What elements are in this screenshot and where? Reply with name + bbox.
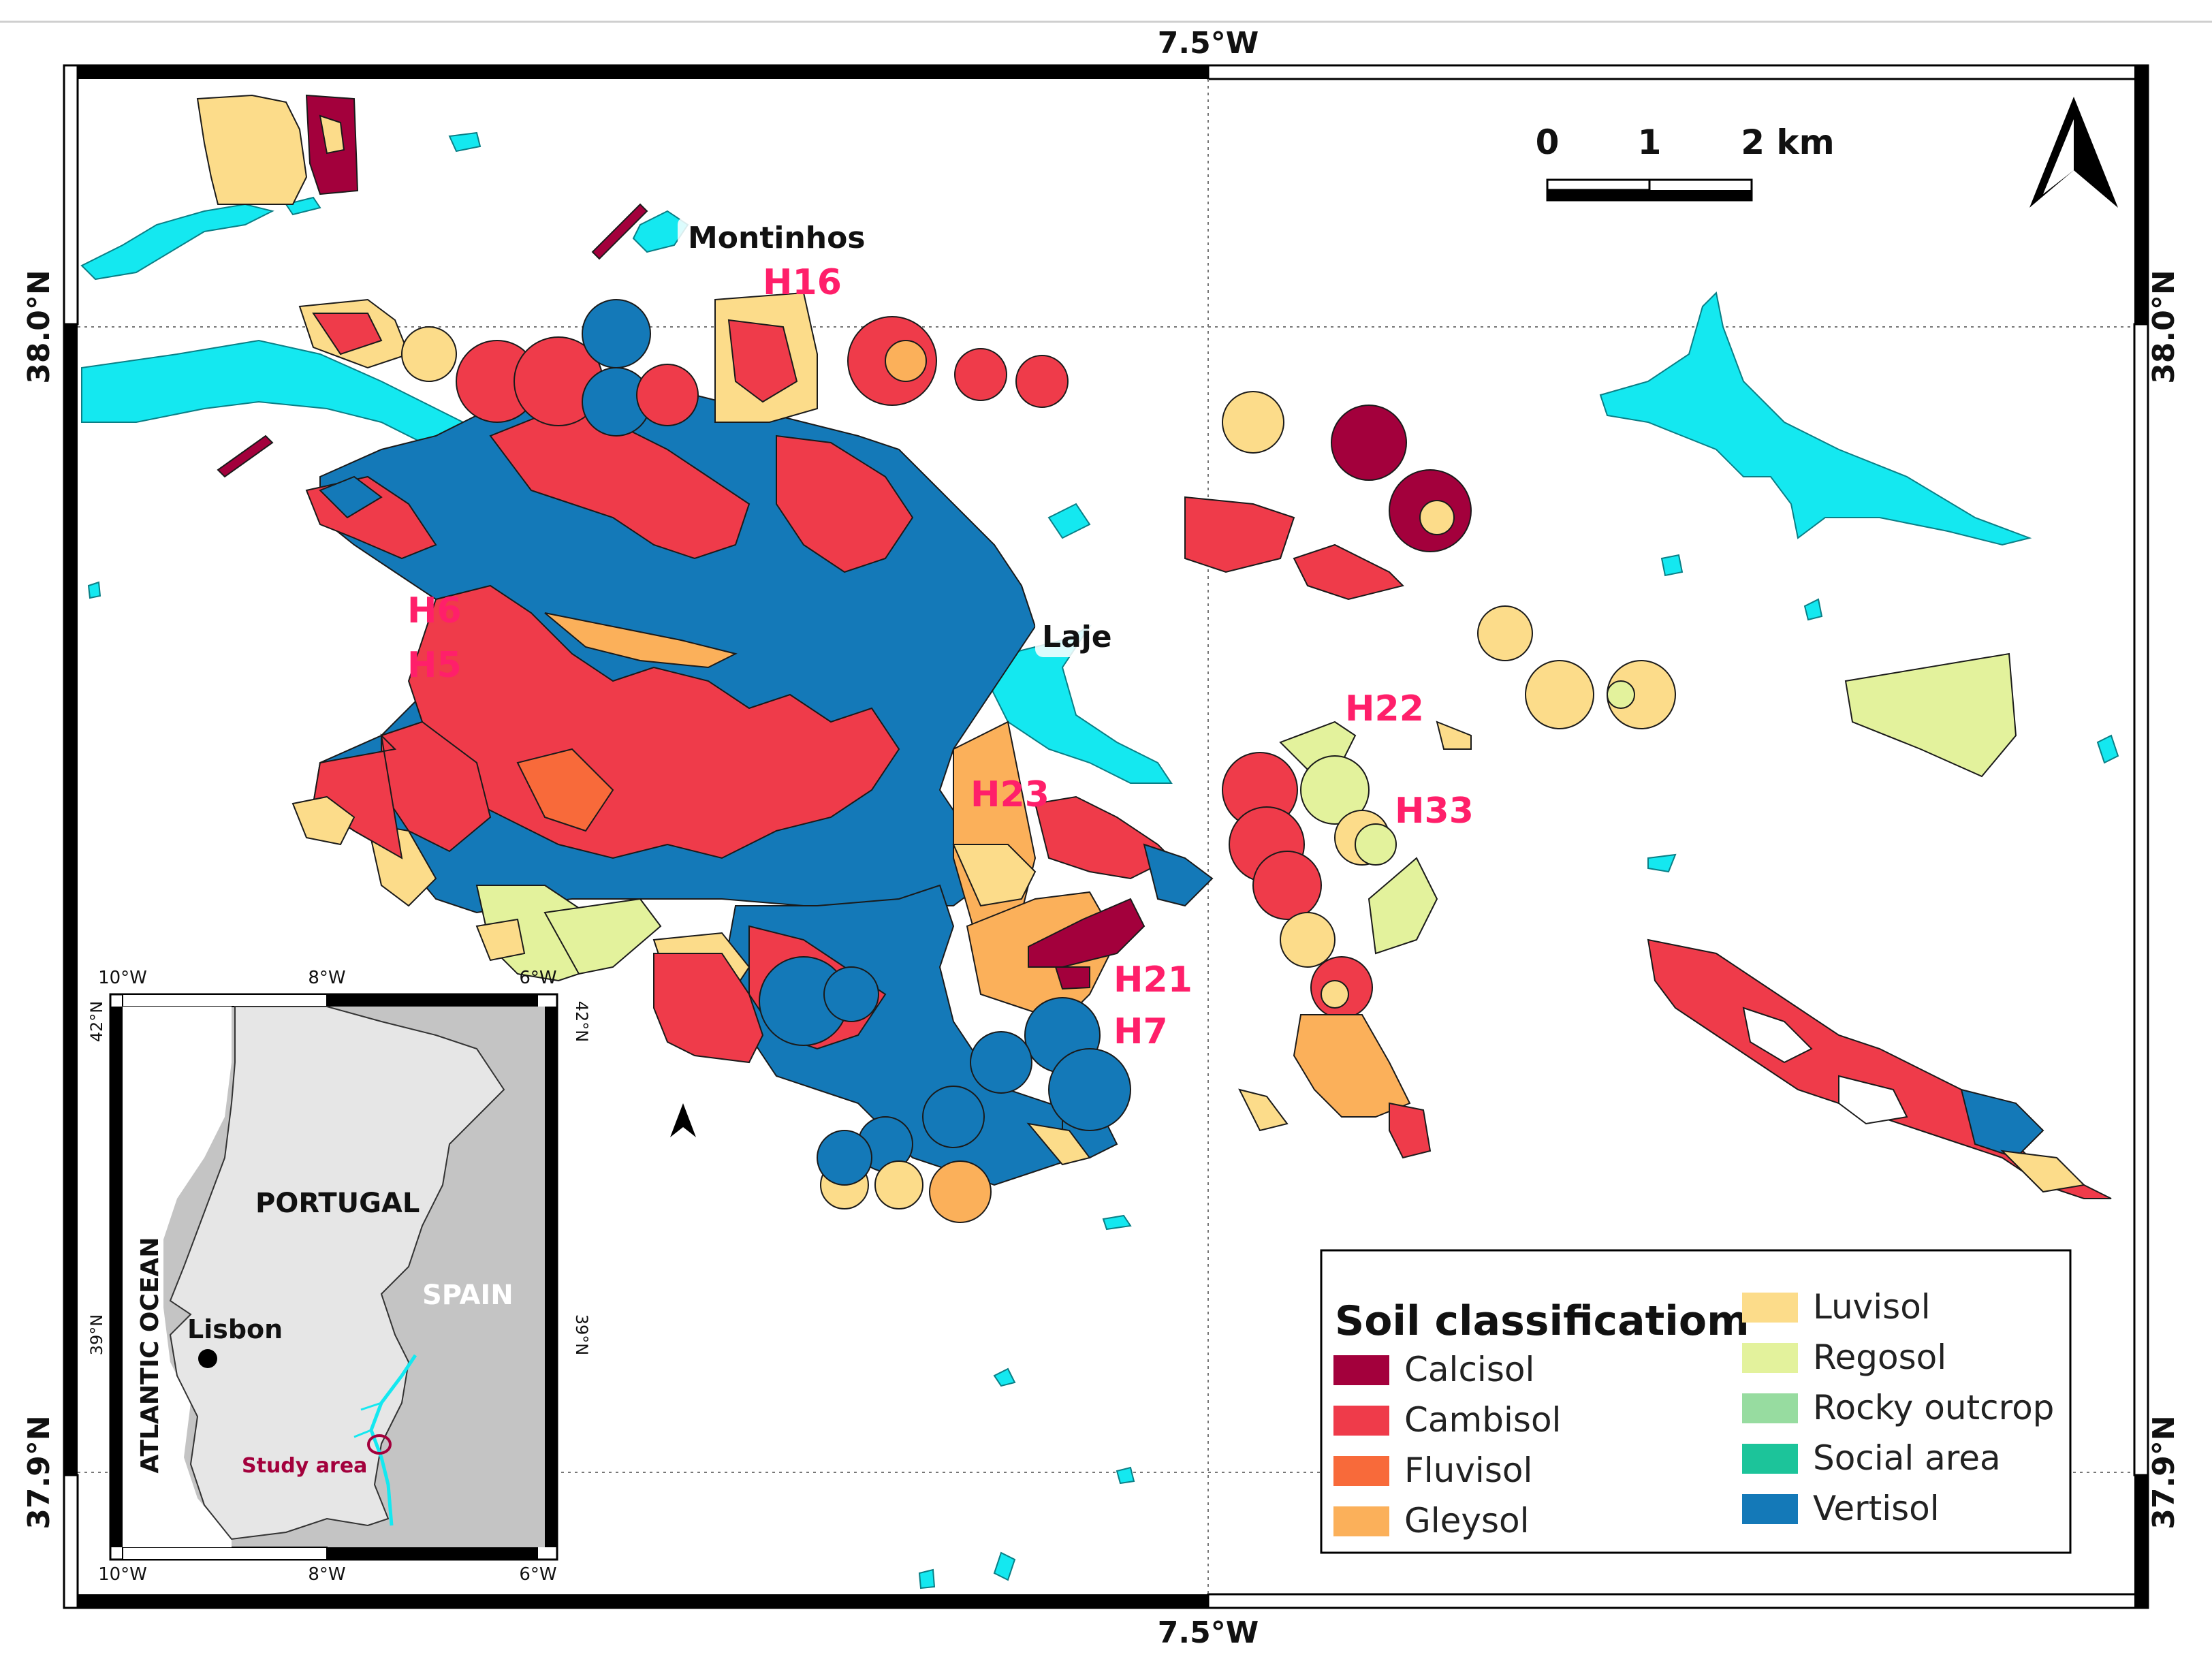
site-label-h7: H7 [1113,1011,1168,1052]
inset-label-ocean: ATLANTIC OCEAN [136,1237,164,1473]
site-label-h16: H16 [763,262,842,303]
site-label-h23: H23 [970,774,1049,815]
legend-swatch-rocky-outcrop [1742,1393,1798,1423]
inset-map: PORTUGAL SPAIN ATLANTIC OCEAN Lisbon Stu… [87,968,591,1585]
inset-bottom-tick-3: 6°W [519,1564,556,1585]
place-label-laje: Laje [1042,620,1112,654]
inset-top-tick-2: 8°W [308,968,345,988]
montinhos-label-group: Montinhos [678,217,866,257]
legend-swatch-cambisol [1333,1406,1389,1436]
inset-right-tick-2: 39°N [572,1314,591,1356]
site-label-h6: H6 [407,590,462,631]
legend-swatch-fluvisol [1333,1456,1389,1486]
scale-bar: 0 1 2 km [1536,123,1835,202]
inset-left-tick-1: 42°N [87,1001,106,1043]
legend-label-calcisol: Calcisol [1404,1350,1534,1389]
left-latitude-upper: 38.0°N [22,270,57,383]
soil-polygons [196,94,2112,1223]
top-longitude-label: 7.5°W [1158,26,1259,61]
site-label-h5: H5 [407,645,462,686]
study-area-marker [367,1434,392,1455]
legend-label-luvisol: Luvisol [1813,1287,1931,1327]
site-label-h22: H22 [1345,689,1424,729]
place-label-montinhos: Montinhos [688,221,866,255]
inset-bottom-tick-1: 10°W [98,1564,147,1585]
inset-right-tick-1: 42°N [572,1001,591,1043]
legend-label-rocky-outcrop: Rocky outcrop [1813,1388,2054,1427]
legend-label-gleysol: Gleysol [1404,1501,1530,1540]
legend-swatch-social-area [1742,1444,1798,1474]
legend-label-vertisol: Vertisol [1813,1489,1940,1528]
water-bodies [80,131,2119,1589]
inset-label-lisbon: Lisbon [187,1314,283,1344]
site-label-h21: H21 [1113,960,1192,1000]
portugal-shape [169,1006,505,1540]
inset-left-tick-2: 39°N [87,1314,106,1356]
inset-top-tick-1: 10°W [98,968,147,988]
bottom-longitude-label: 7.5°W [1158,1615,1259,1650]
laje-label-group: Laje [1035,616,1117,657]
left-latitude-lower: 37.9°N [22,1415,57,1529]
legend-label-social-area: Social area [1813,1438,2001,1478]
legend-title: Soil classificatiom [1335,1297,1750,1345]
right-latitude-upper: 38.0°N [2147,270,2181,383]
legend-swatch-luvisol [1742,1293,1798,1323]
inset-bottom-tick-2: 8°W [308,1564,345,1585]
scale-tick-1: 1 [1638,123,1662,162]
inset-label-portugal: PORTUGAL [255,1188,420,1219]
scale-tick-0: 0 [1536,123,1560,162]
legend: Soil classificatiom Calcisol Cambisol Fluv… [1320,1249,2072,1554]
legend-swatch-gleysol [1333,1506,1389,1536]
small-arrow-icon [670,1103,696,1137]
site-label-h33: H33 [1395,791,1474,832]
legend-label-fluvisol: Fluvisol [1404,1451,1532,1490]
legend-swatch-regosol [1742,1343,1798,1373]
legend-swatch-vertisol [1742,1494,1798,1524]
north-arrow-icon [2029,97,2118,208]
inset-top-tick-3: 6°W [519,968,556,988]
inset-label-study-area: Study area [242,1454,367,1478]
legend-label-cambisol: Cambisol [1404,1400,1561,1440]
right-latitude-lower: 37.9°N [2147,1415,2181,1529]
lisbon-marker [198,1349,217,1368]
legend-swatch-calcisol [1333,1355,1389,1385]
legend-label-regosol: Regosol [1813,1338,1946,1377]
scale-tick-2: 2 km [1741,123,1835,162]
inset-label-spain: SPAIN [422,1280,514,1311]
